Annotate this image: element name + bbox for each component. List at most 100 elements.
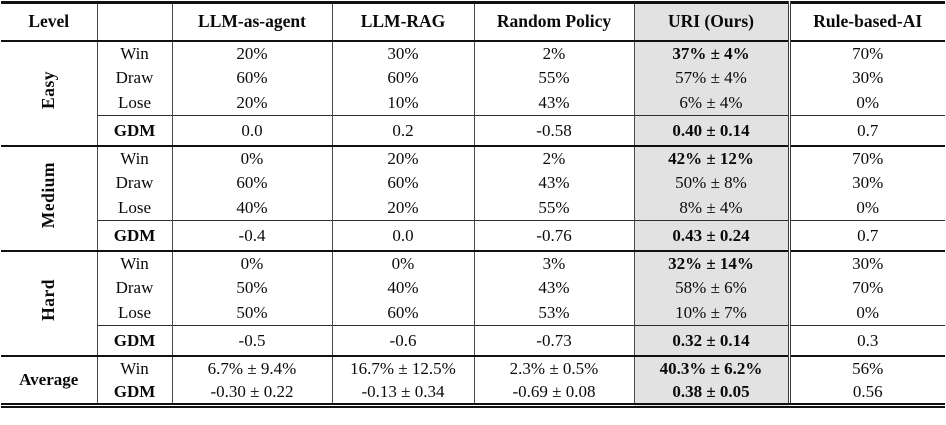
rotated-level-text: Medium [37, 162, 58, 229]
level-label-easy: Easy [1, 41, 97, 146]
rotated-level-text: Hard [37, 279, 58, 322]
table-header: Level LLM-as-agent LLM-RAG Random Policy… [1, 2, 945, 41]
header-metric-empty [96, 2, 173, 41]
cell-value: -0.58 [473, 115, 634, 146]
section-medium: Medium Win 0% 20% 2% 42% ± 12% 70% Draw … [1, 145, 945, 251]
cell-value: 40% [331, 275, 474, 301]
cell-value-uri: 8% ± 4% [633, 195, 789, 221]
metric-label: Win [96, 40, 173, 66]
cell-value: 0% [171, 145, 332, 171]
cell-value: -0.4 [171, 220, 332, 251]
section-average: Average Win 6.7% ± 9.4% 16.7% ± 12.5% 2.… [1, 355, 945, 406]
metric-label-gdm: GDM [96, 325, 173, 356]
rotated-level-text: Easy [37, 71, 58, 110]
results-table: Level LLM-as-agent LLM-RAG Random Policy… [1, 1, 945, 408]
cell-value: 70% [787, 40, 945, 66]
cell-value: 6.7% ± 9.4% [171, 355, 332, 381]
cell-value: 53% [473, 300, 634, 326]
cell-value-uri: 57% ± 4% [633, 65, 789, 91]
cell-value-uri: 0.38 ± 0.05 [633, 380, 789, 406]
header-llm-as-agent: LLM-as-agent [171, 2, 332, 41]
metric-label-gdm: GDM [96, 380, 173, 406]
cell-value: 70% [787, 275, 945, 301]
metric-label: Win [96, 250, 173, 276]
cell-value: 70% [787, 145, 945, 171]
cell-value: 0.2 [331, 115, 474, 146]
cell-value: 20% [331, 195, 474, 221]
table-row: Hard Win 0% 0% 3% 32% ± 14% 30% [1, 250, 945, 321]
cell-value: 60% [171, 65, 332, 91]
metric-label: Win [96, 355, 173, 381]
metric-label: Win [96, 145, 173, 171]
gdm-row: GDM 0.0 0.2 -0.58 0.40 ± 0.14 0.7 [1, 115, 945, 146]
cell-value: 0% [787, 195, 945, 221]
cell-value: -0.5 [171, 325, 332, 356]
header-random-policy: Random Policy [473, 2, 634, 41]
table-row: Medium Win 0% 20% 2% 42% ± 12% 70% [1, 145, 945, 228]
cell-value: 20% [331, 145, 474, 171]
cell-value: 0.56 [787, 380, 945, 406]
metric-label: Draw [96, 170, 173, 196]
header-rule-based-ai: Rule-based-AI [787, 2, 945, 41]
cell-value: 3% [473, 250, 634, 276]
table-row: Average Win 6.7% ± 9.4% 16.7% ± 12.5% 2.… [1, 355, 945, 389]
cell-value: -0.73 [473, 325, 634, 356]
cell-value: 60% [331, 300, 474, 326]
table-row: Easy Win 20% 30% 2% 37% ± 4% 70% [1, 40, 945, 109]
header-llm-rag: LLM-RAG [331, 2, 474, 41]
table-row: Lose 20% 10% 43% 6% ± 4% 0% [1, 90, 945, 116]
table-row: GDM -0.30 ± 0.22 -0.13 ± 0.34 -0.69 ± 0.… [1, 380, 945, 406]
cell-value: 55% [473, 65, 634, 91]
cell-value: 20% [171, 90, 332, 116]
cell-value: 0.7 [787, 115, 945, 146]
cell-value: 43% [473, 90, 634, 116]
metric-label-gdm: GDM [96, 220, 173, 251]
cell-value-uri: 0.40 ± 0.14 [633, 115, 789, 146]
cell-value: -0.69 ± 0.08 [473, 380, 634, 406]
cell-value: 40% [171, 195, 332, 221]
cell-value: 50% [171, 275, 332, 301]
section-hard: Hard Win 0% 0% 3% 32% ± 14% 30% Draw 50%… [1, 250, 945, 356]
metric-label: Draw [96, 275, 173, 301]
cell-value-uri: 37% ± 4% [633, 40, 789, 66]
cell-value-uri: 40.3% ± 6.2% [633, 355, 789, 381]
level-label-medium: Medium [1, 146, 97, 251]
gdm-row: GDM -0.4 0.0 -0.76 0.43 ± 0.24 0.7 [1, 220, 945, 251]
cell-value: 30% [331, 40, 474, 66]
cell-value: 2% [473, 40, 634, 66]
cell-value: 30% [787, 170, 945, 196]
table-row: Draw 60% 60% 43% 50% ± 8% 30% [1, 170, 945, 196]
level-label-average: Average [19, 370, 79, 390]
section-easy: Easy Win 20% 30% 2% 37% ± 4% 70% Draw 60… [1, 40, 945, 146]
cell-value: 0% [787, 90, 945, 116]
cell-value-uri: 32% ± 14% [633, 250, 789, 276]
metric-label: Draw [96, 65, 173, 91]
cell-value: 2% [473, 145, 634, 171]
cell-value: -0.30 ± 0.22 [171, 380, 332, 406]
header-uri-ours: URI (Ours) [633, 2, 789, 41]
table-row: Draw 50% 40% 43% 58% ± 6% 70% [1, 275, 945, 301]
cell-value-uri: 0.43 ± 0.24 [633, 220, 789, 251]
cell-value-uri: 50% ± 8% [633, 170, 789, 196]
cell-value: 43% [473, 170, 634, 196]
table-row: Lose 50% 60% 53% 10% ± 7% 0% [1, 300, 945, 326]
cell-value: 10% [331, 90, 474, 116]
cell-value: -0.76 [473, 220, 634, 251]
metric-label: Lose [96, 195, 173, 221]
cell-value: 0% [171, 250, 332, 276]
cell-value: 0% [331, 250, 474, 276]
cell-value-uri: 0.32 ± 0.14 [633, 325, 789, 356]
gdm-row: GDM -0.5 -0.6 -0.73 0.32 ± 0.14 0.3 [1, 325, 945, 356]
table-row: Lose 40% 20% 55% 8% ± 4% 0% [1, 195, 945, 221]
metric-label-gdm: GDM [96, 115, 173, 146]
metric-label: Lose [96, 300, 173, 326]
cell-value-uri: 42% ± 12% [633, 145, 789, 171]
cell-value: 60% [331, 170, 474, 196]
cell-value: 0.0 [171, 115, 332, 146]
cell-value: 0.7 [787, 220, 945, 251]
cell-value: 30% [787, 250, 945, 276]
metric-label: Lose [96, 90, 173, 116]
cell-value: 30% [787, 65, 945, 91]
cell-value: 50% [171, 300, 332, 326]
header-level: Level [28, 10, 70, 31]
